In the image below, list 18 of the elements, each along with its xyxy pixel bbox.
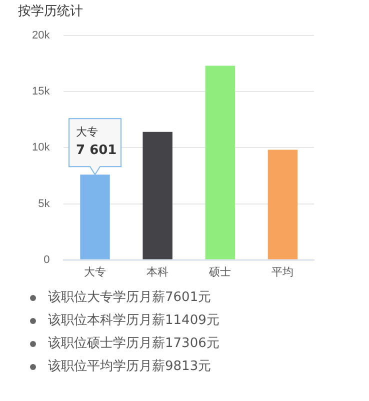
y-tick-label: 0 bbox=[44, 254, 50, 266]
x-tick-label: 硕士 bbox=[208, 265, 232, 278]
annotation: 大专 7 601 bbox=[76, 125, 117, 158]
text: 该职位本科学历月薪11409元 bbox=[48, 312, 220, 329]
x-tick-label: 大专 bbox=[84, 265, 106, 278]
y-tick-label: 10k bbox=[32, 142, 50, 154]
text: 该职位平均学历月薪9813元 bbox=[48, 358, 212, 375]
bar bbox=[142, 132, 172, 260]
bar bbox=[268, 150, 298, 260]
text: 该职位大专学历月薪7601元 bbox=[48, 289, 212, 306]
bar bbox=[205, 66, 236, 260]
y-tick-label: 15k bbox=[32, 86, 50, 98]
text: 该职位硕士学历月薪17306元 bbox=[48, 335, 220, 352]
chart-title: 按学历统计 bbox=[18, 4, 83, 20]
x-tick-label: 本科 bbox=[146, 265, 169, 278]
y-tick-label: 5k bbox=[38, 198, 50, 210]
x-tick-label: 平均 bbox=[272, 266, 294, 278]
y-tick-label: 20k bbox=[32, 30, 50, 42]
